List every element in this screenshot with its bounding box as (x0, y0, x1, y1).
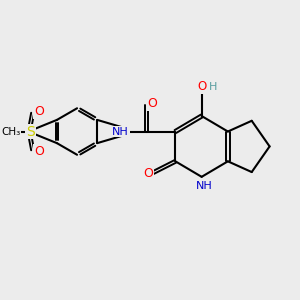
Text: S: S (26, 124, 34, 139)
Text: CH₃: CH₃ (1, 127, 20, 136)
Text: O: O (197, 80, 206, 93)
Text: O: O (147, 97, 157, 110)
Text: H: H (209, 82, 217, 92)
Text: O: O (34, 145, 44, 158)
Text: O: O (143, 167, 153, 180)
Text: NH: NH (112, 127, 129, 136)
Text: O: O (34, 105, 44, 118)
Text: NH: NH (196, 181, 212, 191)
